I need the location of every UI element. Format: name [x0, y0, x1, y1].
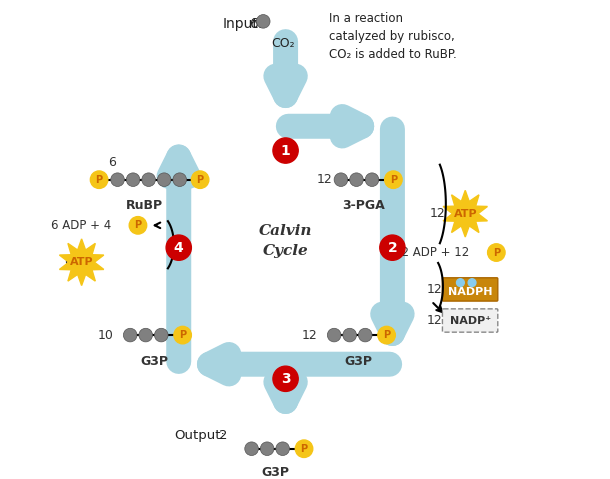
Text: 6: 6 — [64, 256, 72, 269]
Circle shape — [123, 328, 137, 342]
Text: ATP: ATP — [70, 257, 93, 267]
Text: 2: 2 — [387, 240, 397, 255]
Circle shape — [260, 442, 274, 456]
Text: 12: 12 — [302, 329, 318, 342]
Text: 2: 2 — [218, 429, 227, 442]
Circle shape — [174, 326, 192, 344]
Text: 6: 6 — [108, 156, 116, 169]
Circle shape — [192, 171, 209, 188]
Circle shape — [245, 442, 259, 456]
FancyBboxPatch shape — [442, 278, 498, 301]
Circle shape — [328, 328, 341, 342]
Circle shape — [380, 235, 405, 260]
Text: CO₂: CO₂ — [271, 37, 295, 50]
Text: ATP: ATP — [453, 209, 477, 219]
Text: G3P: G3P — [140, 354, 168, 367]
Text: G3P: G3P — [345, 354, 373, 367]
Text: P: P — [383, 330, 390, 340]
Text: 12 ADP + 12: 12 ADP + 12 — [393, 246, 469, 259]
Circle shape — [90, 171, 108, 188]
Circle shape — [166, 235, 192, 260]
FancyBboxPatch shape — [442, 309, 498, 332]
Text: NADPH: NADPH — [448, 287, 492, 297]
Circle shape — [129, 217, 146, 234]
Circle shape — [142, 173, 156, 186]
Text: 6: 6 — [249, 17, 259, 32]
Circle shape — [256, 14, 270, 28]
Text: 12: 12 — [317, 173, 332, 186]
Circle shape — [378, 326, 395, 344]
Circle shape — [173, 173, 187, 186]
Text: In a reaction
catalyzed by rubisco,
CO₂ is added to RuBP.: In a reaction catalyzed by rubisco, CO₂ … — [329, 11, 457, 61]
Text: Output:: Output: — [174, 429, 224, 442]
Circle shape — [334, 173, 348, 186]
Circle shape — [365, 173, 379, 186]
Text: 10: 10 — [98, 329, 114, 342]
Circle shape — [343, 328, 356, 342]
Text: 12: 12 — [427, 283, 443, 296]
Circle shape — [157, 173, 171, 186]
Text: P: P — [96, 175, 102, 185]
Text: NADP⁺: NADP⁺ — [450, 316, 490, 326]
Text: 12: 12 — [427, 314, 443, 327]
Text: 3-PGA: 3-PGA — [342, 199, 385, 212]
Circle shape — [139, 328, 152, 342]
Text: Input:: Input: — [223, 17, 263, 32]
Text: 3: 3 — [281, 372, 290, 386]
Polygon shape — [59, 239, 104, 285]
Circle shape — [468, 279, 476, 286]
Circle shape — [385, 171, 402, 188]
Text: Calvin
Cycle: Calvin Cycle — [259, 224, 312, 258]
Circle shape — [273, 366, 298, 391]
Text: G3P: G3P — [262, 466, 290, 479]
Circle shape — [273, 138, 298, 163]
Circle shape — [154, 328, 168, 342]
Circle shape — [295, 440, 313, 457]
Circle shape — [359, 328, 372, 342]
Circle shape — [487, 244, 505, 261]
Text: 6 ADP + 4: 6 ADP + 4 — [51, 219, 112, 232]
Text: P: P — [179, 330, 186, 340]
Text: 12: 12 — [430, 207, 446, 220]
Text: P: P — [390, 175, 397, 185]
Text: P: P — [196, 175, 204, 185]
Text: RuBP: RuBP — [126, 199, 163, 212]
Text: 4: 4 — [174, 240, 184, 255]
Text: P: P — [493, 248, 500, 258]
Text: P: P — [301, 444, 307, 454]
Circle shape — [111, 173, 124, 186]
Polygon shape — [443, 190, 487, 237]
Text: 1: 1 — [281, 144, 290, 158]
Circle shape — [276, 442, 290, 456]
Circle shape — [126, 173, 140, 186]
Circle shape — [350, 173, 364, 186]
Text: P: P — [134, 220, 142, 230]
Circle shape — [456, 279, 464, 286]
